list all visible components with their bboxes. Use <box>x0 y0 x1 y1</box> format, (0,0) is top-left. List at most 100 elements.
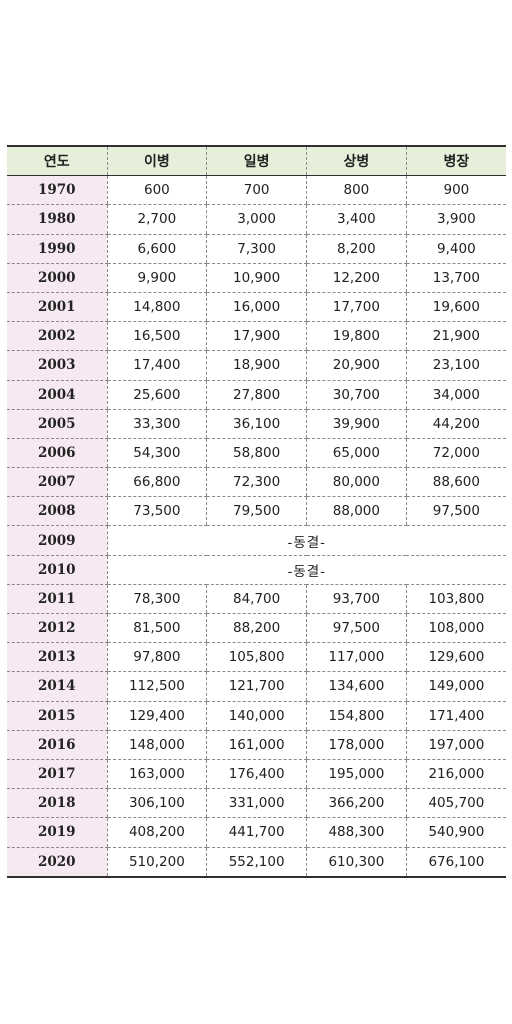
value-cell: 17,700 <box>306 292 407 323</box>
value-cell: 66,800 <box>106 467 207 498</box>
value-cell: 112,500 <box>106 671 207 702</box>
table-row: 2004 25,600 27,800 30,700 34,000 <box>7 380 506 410</box>
value-cell: 88,600 <box>405 467 506 498</box>
value-cell: 176,400 <box>206 759 307 790</box>
year-cell: 2004 <box>7 380 107 410</box>
table-row: 2002 16,500 17,900 19,800 21,900 <box>7 321 506 352</box>
value-cell: 27,800 <box>206 380 307 410</box>
value-cell: 366,200 <box>306 788 407 819</box>
value-cell: 97,800 <box>106 642 207 673</box>
value-cell: 800 <box>306 175 407 206</box>
value-cell: 129,400 <box>106 701 207 731</box>
value-cell: 17,400 <box>106 350 207 381</box>
value-cell: 148,000 <box>106 730 207 760</box>
year-cell: 2005 <box>7 409 107 439</box>
year-cell: 2007 <box>7 467 107 498</box>
year-cell: 2018 <box>7 788 107 819</box>
value-cell: 9,900 <box>106 263 207 293</box>
value-cell: 33,300 <box>106 409 207 439</box>
value-cell: 163,000 <box>106 759 207 790</box>
table-row: 2008 73,500 79,500 88,000 97,500 <box>7 496 506 527</box>
value-cell: 3,000 <box>206 204 307 235</box>
value-cell: 540,900 <box>405 817 506 848</box>
year-cell: 2008 <box>7 496 107 527</box>
value-cell: 510,200 <box>106 847 207 878</box>
table-row: 2012 81,500 88,200 97,500 108,000 <box>7 613 506 644</box>
value-cell: 161,000 <box>206 730 307 760</box>
value-cell: 600 <box>106 175 207 206</box>
value-cell: 19,800 <box>306 321 407 352</box>
value-cell: 72,000 <box>405 438 506 469</box>
year-cell: 2019 <box>7 817 107 848</box>
table-row: 1980 2,700 3,000 3,400 3,900 <box>7 204 506 235</box>
value-cell: 552,100 <box>206 847 307 878</box>
value-cell: 93,700 <box>306 584 407 615</box>
table-row: 2019 408,200 441,700 488,300 540,900 <box>7 817 506 848</box>
value-cell: 108,000 <box>405 613 506 644</box>
frozen-cell: -동결- <box>106 555 506 585</box>
value-cell: 6,600 <box>106 234 207 264</box>
value-cell: 84,700 <box>206 584 307 615</box>
header-sergeant: 병장 <box>405 145 506 177</box>
value-cell: 78,300 <box>106 584 207 615</box>
year-cell: 1980 <box>7 204 107 235</box>
value-cell: 30,700 <box>306 380 407 410</box>
value-cell: 18,900 <box>206 350 307 381</box>
value-cell: 97,500 <box>405 496 506 527</box>
year-cell: 2020 <box>7 847 107 878</box>
table-header: 연도 이병 일병 상병 병장 <box>7 145 506 177</box>
frozen-cell: -동결- <box>106 525 506 556</box>
table-row: 2013 97,800 105,800 117,000 129,600 <box>7 642 506 673</box>
value-cell: 58,800 <box>206 438 307 469</box>
value-cell: 216,000 <box>405 759 506 790</box>
year-cell: 2016 <box>7 730 107 760</box>
table-body: 1970 600 700 800 900 1980 2,700 3,000 3,400 3,900… <box>7 175 506 878</box>
value-cell: 700 <box>206 175 307 206</box>
header-private: 이병 <box>106 145 207 177</box>
year-cell: 2011 <box>7 584 107 615</box>
year-cell: 2017 <box>7 759 107 790</box>
year-cell: 1970 <box>7 175 107 206</box>
value-cell: 39,900 <box>306 409 407 439</box>
value-cell: 36,100 <box>206 409 307 439</box>
header-row: 연도 이병 일병 상병 병장 <box>7 145 506 177</box>
value-cell: 12,200 <box>306 263 407 293</box>
value-cell: 25,600 <box>106 380 207 410</box>
table-row: 2017 163,000 176,400 195,000 216,000 <box>7 759 506 790</box>
table-row: 2015 129,400 140,000 154,800 171,400 <box>7 701 506 731</box>
table-row: 2014 112,500 121,700 134,600 149,000 <box>7 671 506 702</box>
value-cell: 140,000 <box>206 701 307 731</box>
value-cell: 488,300 <box>306 817 407 848</box>
year-cell: 2012 <box>7 613 107 644</box>
salary-table: 연도 이병 일병 상병 병장 1970 600 700 800 900 1980 2,700… <box>7 145 506 878</box>
table-row: 2009 -동결- <box>7 525 506 556</box>
value-cell: 676,100 <box>405 847 506 878</box>
value-cell: 134,600 <box>306 671 407 702</box>
year-cell: 2015 <box>7 701 107 731</box>
header-year: 연도 <box>7 145 107 177</box>
value-cell: 88,200 <box>206 613 307 644</box>
value-cell: 197,000 <box>405 730 506 760</box>
value-cell: 331,000 <box>206 788 307 819</box>
value-cell: 900 <box>405 175 506 206</box>
value-cell: 9,400 <box>405 234 506 264</box>
value-cell: 405,700 <box>405 788 506 819</box>
year-cell: 2000 <box>7 263 107 293</box>
value-cell: 10,900 <box>206 263 307 293</box>
year-cell: 2013 <box>7 642 107 673</box>
header-corporal: 상병 <box>306 145 407 177</box>
value-cell: 121,700 <box>206 671 307 702</box>
year-cell: 2003 <box>7 350 107 381</box>
value-cell: 14,800 <box>106 292 207 323</box>
table-row: 2006 54,300 58,800 65,000 72,000 <box>7 438 506 469</box>
value-cell: 20,900 <box>306 350 407 381</box>
value-cell: 195,000 <box>306 759 407 790</box>
value-cell: 16,000 <box>206 292 307 323</box>
value-cell: 19,600 <box>405 292 506 323</box>
value-cell: 97,500 <box>306 613 407 644</box>
value-cell: 154,800 <box>306 701 407 731</box>
value-cell: 44,200 <box>405 409 506 439</box>
value-cell: 610,300 <box>306 847 407 878</box>
value-cell: 80,000 <box>306 467 407 498</box>
value-cell: 72,300 <box>206 467 307 498</box>
